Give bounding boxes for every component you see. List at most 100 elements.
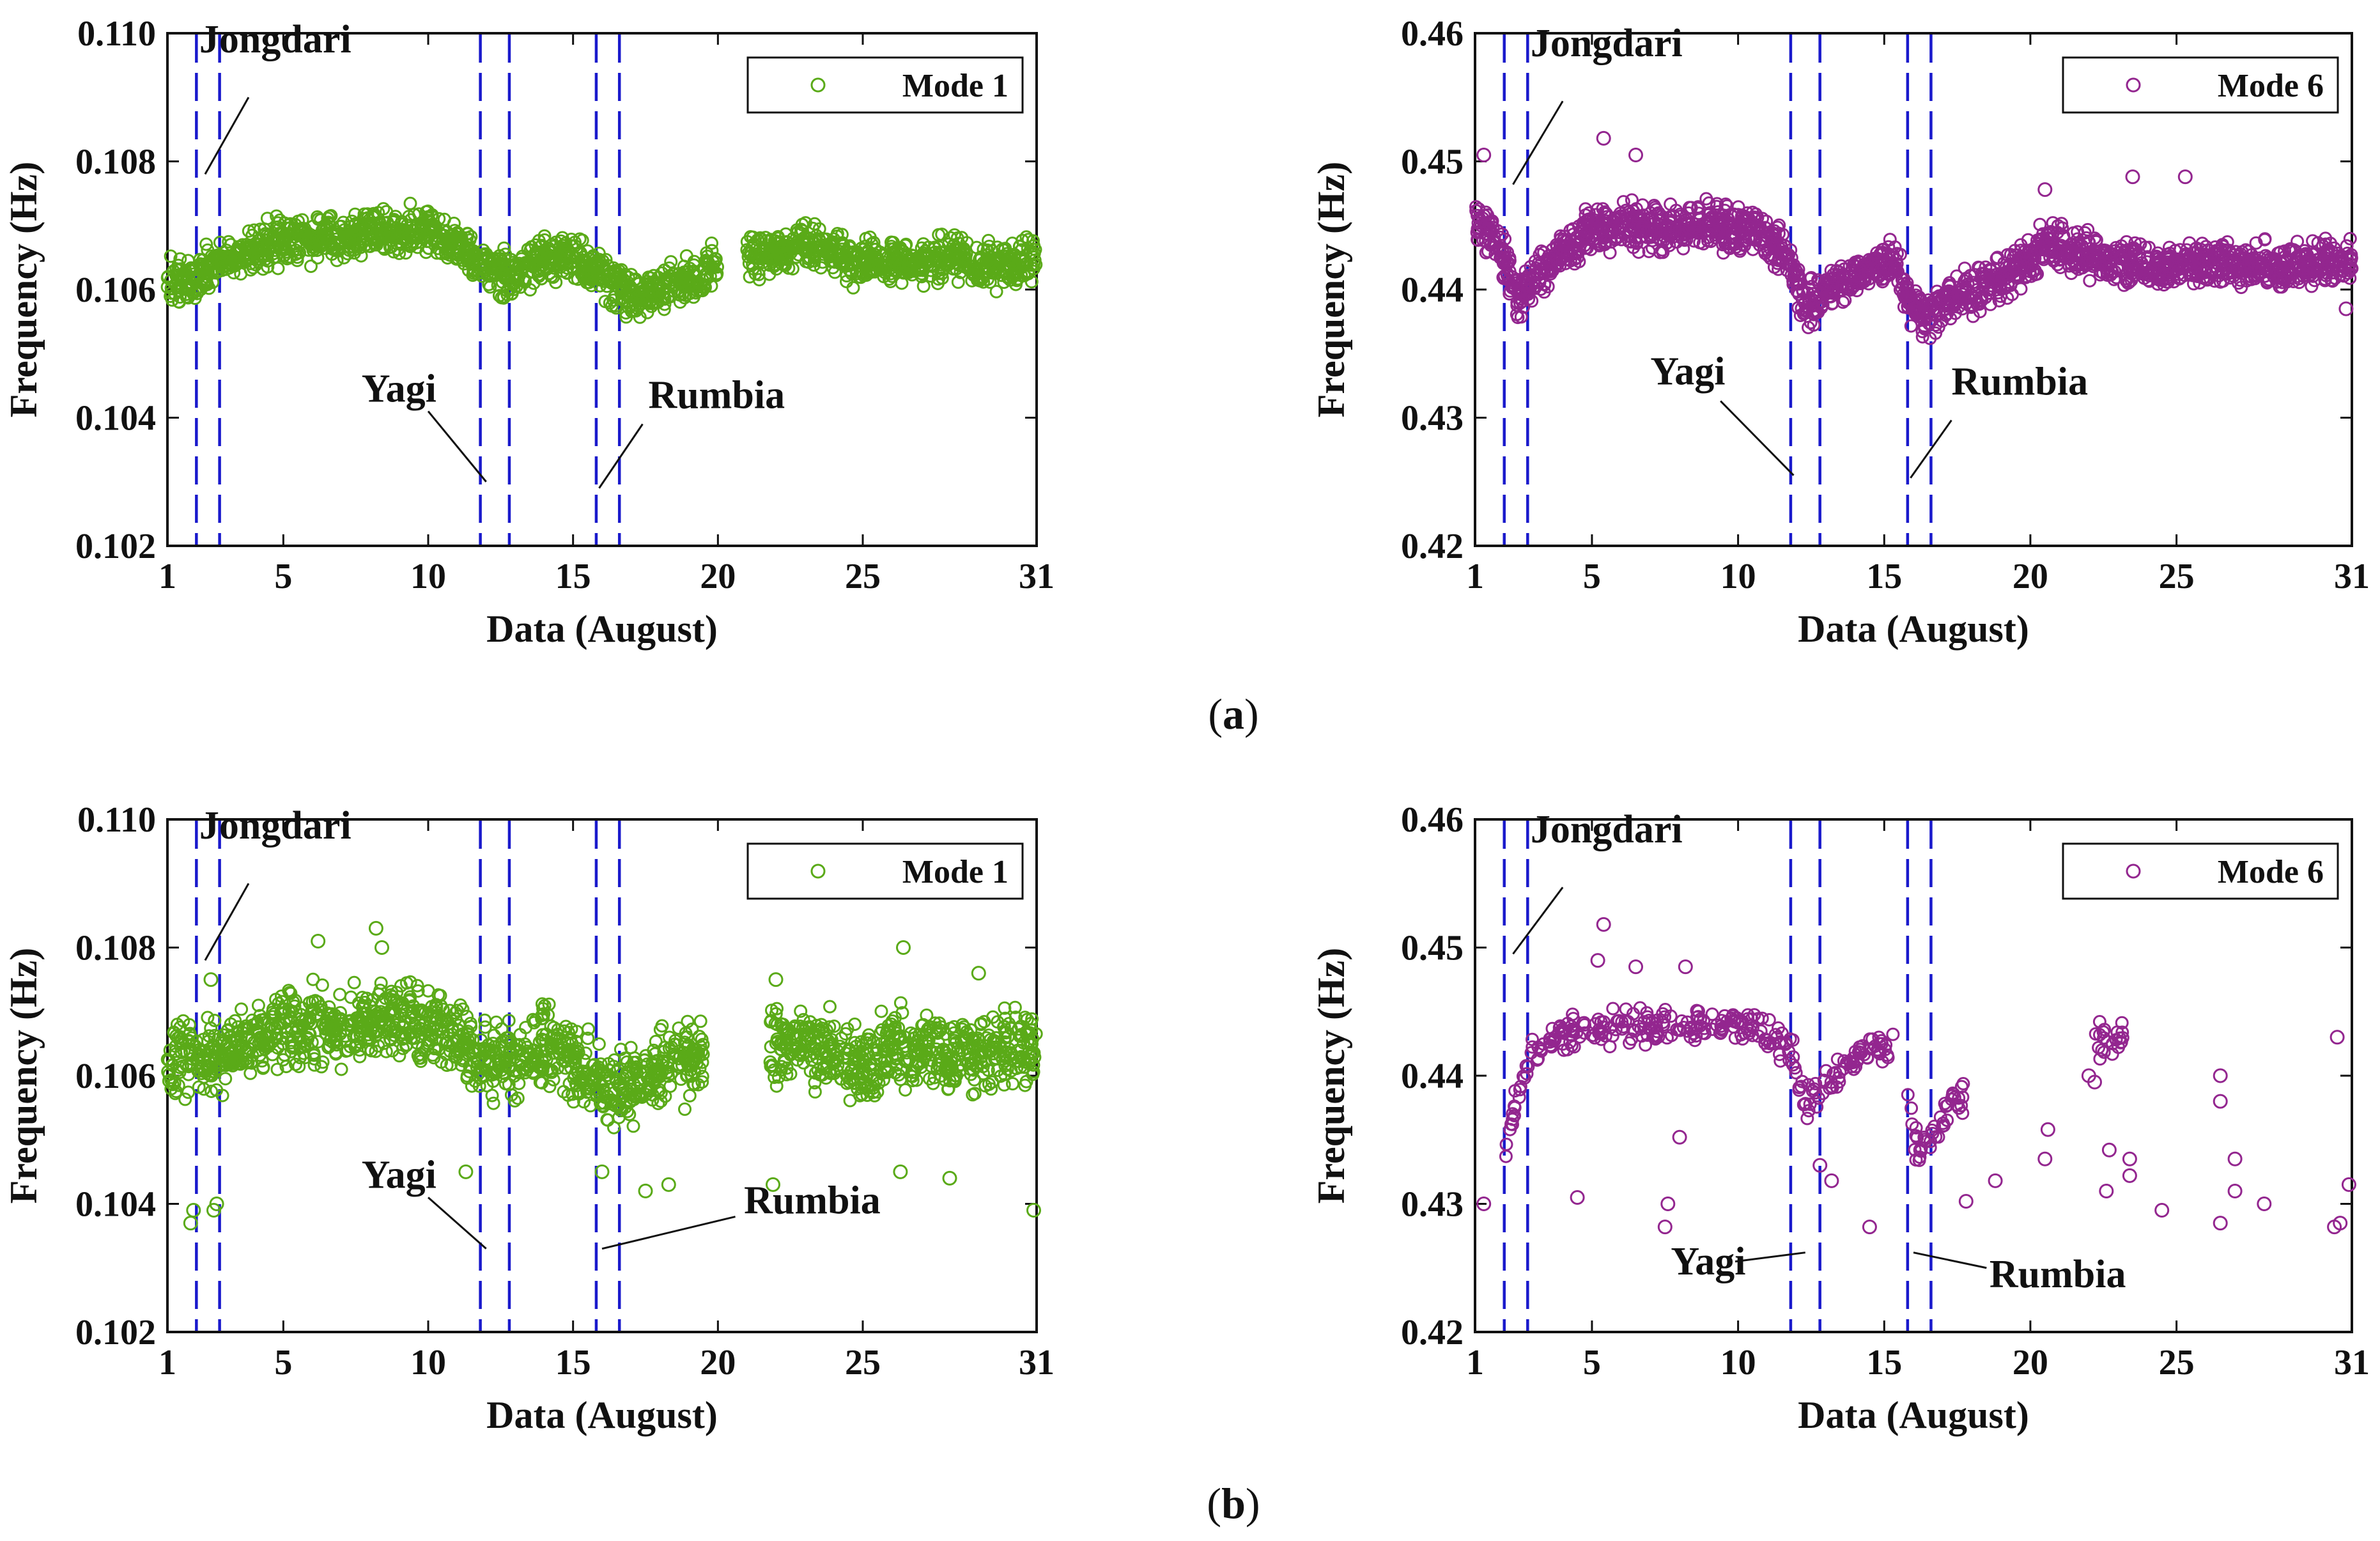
data-point bbox=[777, 247, 791, 261]
data-point bbox=[1013, 239, 1027, 253]
data-point bbox=[711, 260, 724, 274]
data-point bbox=[980, 248, 994, 262]
data-point bbox=[607, 1120, 621, 1134]
data-point bbox=[1021, 241, 1035, 255]
data-point bbox=[885, 261, 899, 275]
y-tick-label: 0.106 bbox=[75, 1057, 156, 1096]
data-point bbox=[408, 221, 422, 235]
data-point bbox=[844, 247, 858, 261]
data-point bbox=[2083, 274, 2097, 288]
data-point bbox=[404, 238, 418, 252]
data-point bbox=[214, 256, 228, 270]
data-point bbox=[971, 265, 985, 279]
annotation-pointer bbox=[427, 410, 487, 483]
data-point bbox=[439, 247, 453, 261]
data-point bbox=[592, 252, 606, 267]
legend-label: Mode 1 bbox=[902, 68, 1008, 104]
x-tick-label: 31 bbox=[2334, 557, 2370, 596]
data-point bbox=[201, 1011, 215, 1025]
data-point bbox=[2343, 231, 2357, 245]
data-point bbox=[621, 270, 635, 284]
data-point bbox=[271, 261, 285, 275]
data-point bbox=[374, 976, 388, 990]
data-point bbox=[256, 262, 270, 276]
data-point bbox=[943, 231, 957, 245]
x-tick-label: 20 bbox=[2013, 557, 2048, 596]
y-tick-label: 0.43 bbox=[1401, 399, 1464, 438]
x-tick-label: 1 bbox=[158, 1343, 176, 1382]
x-tick-label: 15 bbox=[555, 1343, 591, 1382]
data-point bbox=[330, 253, 344, 267]
data-point bbox=[199, 237, 213, 251]
x-tick-label: 25 bbox=[845, 1343, 881, 1382]
data-point bbox=[426, 217, 440, 231]
data-point bbox=[808, 217, 822, 231]
data-point bbox=[785, 262, 800, 275]
data-point bbox=[1498, 245, 1512, 259]
data-point bbox=[169, 277, 183, 291]
y-axis-label: Frequency (Hz) bbox=[3, 948, 45, 1204]
y-axis-label: Frequency (Hz) bbox=[3, 162, 45, 417]
x-tick-label: 31 bbox=[1019, 1343, 1055, 1382]
data-point bbox=[324, 209, 338, 222]
y-tick-label: 0.110 bbox=[77, 800, 156, 840]
data-point bbox=[316, 231, 330, 244]
data-point bbox=[543, 267, 557, 281]
data-point bbox=[833, 256, 847, 270]
data-point bbox=[591, 259, 605, 273]
data-point bbox=[213, 235, 227, 249]
data-point bbox=[954, 265, 968, 279]
data-point bbox=[320, 234, 334, 248]
data-point bbox=[952, 242, 966, 256]
data-point bbox=[1484, 238, 1497, 252]
legend: Mode 6 bbox=[2062, 56, 2339, 114]
y-tick-label: 0.102 bbox=[75, 1313, 156, 1352]
x-tick-label: 20 bbox=[700, 557, 736, 596]
annotation-pointer bbox=[1720, 400, 1795, 476]
x-axis-label: Data (August) bbox=[486, 1394, 718, 1436]
data-point bbox=[306, 972, 320, 986]
typhoon-label-yagi: Yagi bbox=[362, 367, 437, 410]
data-point bbox=[236, 238, 250, 252]
data-point bbox=[846, 281, 860, 295]
data-point bbox=[1603, 245, 1617, 259]
x-tick-label: 25 bbox=[2159, 557, 2195, 596]
x-tick-label: 25 bbox=[845, 557, 881, 596]
data-point-outlier bbox=[1628, 148, 1643, 162]
data-point bbox=[780, 235, 794, 249]
data-point bbox=[901, 258, 915, 272]
data-point bbox=[916, 279, 931, 293]
y-tick-label: 0.106 bbox=[75, 270, 156, 310]
legend-box bbox=[746, 56, 1024, 114]
y-tick-label: 0.46 bbox=[1401, 14, 1464, 54]
data-point bbox=[697, 280, 711, 294]
data-point bbox=[1513, 296, 1527, 310]
data-point bbox=[1501, 256, 1515, 270]
data-point bbox=[709, 268, 723, 283]
y-tick-label: 0.45 bbox=[1401, 143, 1464, 182]
data-point bbox=[375, 226, 389, 240]
data-point bbox=[364, 233, 378, 247]
data-point bbox=[537, 247, 552, 261]
data-point-outlier bbox=[2177, 169, 2193, 185]
y-tick-label: 0.110 bbox=[77, 14, 156, 54]
data-point bbox=[702, 256, 716, 270]
data-point bbox=[957, 242, 971, 256]
data-point bbox=[454, 230, 468, 244]
x-tick-label: 31 bbox=[1019, 557, 1055, 596]
data-point bbox=[740, 235, 754, 249]
x-axis-label: Data (August) bbox=[486, 608, 718, 650]
y-tick-label: 0.44 bbox=[1401, 270, 1464, 310]
x-axis-label: Data (August) bbox=[1798, 608, 2029, 650]
data-point bbox=[400, 219, 414, 233]
data-point bbox=[744, 249, 758, 263]
data-point bbox=[2014, 282, 2028, 296]
data-point bbox=[229, 245, 243, 259]
data-point bbox=[989, 284, 1003, 298]
y-tick-label: 0.102 bbox=[75, 527, 156, 566]
typhoon-label-jongdari: Jongdari bbox=[1531, 22, 1683, 65]
data-point bbox=[864, 257, 878, 271]
data-point bbox=[201, 260, 215, 274]
typhoon-label-yagi: Yagi bbox=[1650, 350, 1725, 393]
